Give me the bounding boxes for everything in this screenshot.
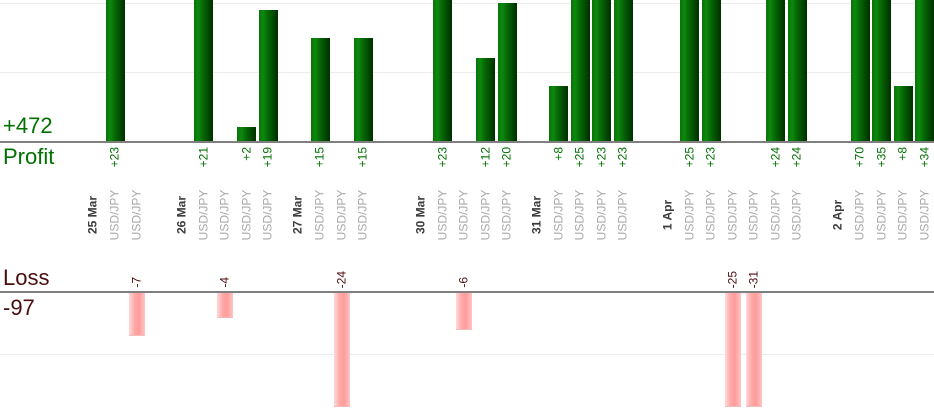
- profit-value-label: +70: [852, 147, 867, 168]
- instrument-label: USD/JPY: [499, 189, 514, 240]
- profit-bar: [310, 37, 330, 141]
- date-label: 1 Apr: [660, 199, 675, 230]
- profit-bar: [850, 0, 870, 141]
- profit-bar: [613, 0, 633, 141]
- profit-axis-line: [0, 141, 934, 143]
- profit-value-label: +23: [703, 147, 718, 168]
- loss-value-label: -6: [456, 277, 471, 288]
- profit-value-label: +12: [478, 147, 493, 168]
- instrument-label: USD/JPY: [615, 189, 630, 240]
- instrument-label: USD/JPY: [239, 189, 254, 240]
- profit-bar: [194, 0, 214, 141]
- profit-gridline-plus20: [0, 3, 934, 4]
- loss-bar: [724, 293, 741, 407]
- profit-bar: [766, 0, 786, 141]
- loss-value-label: -7: [129, 277, 143, 288]
- profit-value-label: +24: [768, 147, 783, 168]
- date-label: 2 Apr: [830, 199, 845, 230]
- profit-value-label: +23: [615, 147, 630, 168]
- profit-value-label: +25: [572, 147, 587, 168]
- profit-value-label: +23: [594, 147, 609, 168]
- loss-total-label: -97: [3, 295, 35, 320]
- profit-value-label: +35: [874, 147, 888, 168]
- loss-gridline-minus10: [0, 354, 934, 355]
- instrument-label: USD/JPY: [355, 189, 370, 240]
- profit-value-label: +23: [435, 147, 450, 168]
- loss-axis-line: [0, 291, 934, 293]
- profit-bar: [237, 127, 257, 141]
- profit-gridline-plus10: [0, 72, 934, 73]
- loss-axis-title: Loss: [3, 264, 50, 290]
- date-label: 30 Mar: [413, 195, 428, 234]
- loss-value-label: -25: [725, 270, 740, 288]
- loss-bar: [128, 293, 145, 337]
- instrument-label: USD/JPY: [917, 189, 931, 240]
- instrument-label: USD/JPY: [852, 189, 867, 240]
- instrument-label: USD/JPY: [789, 189, 804, 240]
- profit-value-label: +8: [551, 147, 566, 161]
- profit-bar: [476, 58, 496, 141]
- instrument-label: USD/JPY: [594, 189, 609, 240]
- instrument-label: USD/JPY: [260, 189, 275, 240]
- profit-bar: [570, 0, 590, 141]
- instrument-label: USD/JPY: [217, 189, 232, 240]
- profit-bar: [549, 85, 569, 141]
- profit-axis-title: Profit: [3, 144, 55, 169]
- profit-bar: [353, 37, 373, 141]
- loss-value-label: -31: [746, 270, 761, 288]
- profit-bar: [872, 0, 891, 141]
- profit-value-label: +19: [260, 147, 275, 168]
- loss-value-label: -24: [334, 270, 349, 288]
- profit-value-label: +23: [107, 147, 122, 168]
- instrument-label: USD/JPY: [895, 189, 910, 240]
- profit-bar: [680, 0, 700, 141]
- instrument-label: USD/JPY: [725, 189, 740, 240]
- profit-value-label: +20: [499, 147, 514, 168]
- profit-bar: [915, 0, 934, 141]
- profit-bar: [893, 85, 913, 141]
- instrument-label: USD/JPY: [312, 189, 327, 240]
- profit-value-label: +2: [239, 147, 254, 161]
- profit-value-label: +15: [312, 147, 327, 168]
- instrument-label: USD/JPY: [196, 189, 211, 240]
- instrument-label: USD/JPY: [334, 189, 349, 240]
- profit-bar: [701, 0, 721, 141]
- profit-value-label: +21: [196, 147, 211, 168]
- date-label: 26 Mar: [174, 195, 189, 234]
- instrument-label: USD/JPY: [768, 189, 783, 240]
- instrument-label: USD/JPY: [107, 189, 122, 240]
- instrument-label: USD/JPY: [551, 189, 566, 240]
- profit-total-label: +472: [3, 112, 53, 138]
- profit-bar: [787, 0, 807, 141]
- instrument-label: USD/JPY: [478, 189, 493, 240]
- instrument-label: USD/JPY: [703, 189, 718, 240]
- loss-bar: [333, 293, 350, 407]
- profit-value-label: +34: [917, 147, 931, 168]
- loss-value-label: -4: [217, 277, 232, 288]
- loss-bar: [456, 293, 473, 331]
- profit-bar: [592, 0, 612, 141]
- profit-bar: [497, 3, 517, 141]
- profit-value-label: +8: [895, 147, 910, 161]
- instrument-label: USD/JPY: [874, 189, 888, 240]
- instrument-label: USD/JPY: [456, 189, 471, 240]
- loss-bar: [746, 293, 763, 407]
- profit-bar: [433, 0, 453, 141]
- instrument-label: USD/JPY: [682, 189, 697, 240]
- profit-value-label: +25: [682, 147, 697, 168]
- profit-bar: [105, 0, 125, 141]
- profit-bar: [258, 9, 278, 141]
- instrument-label: USD/JPY: [572, 189, 587, 240]
- date-label: 25 Mar: [85, 195, 100, 234]
- date-label: 31 Mar: [529, 195, 544, 234]
- instrument-label: USD/JPY: [435, 189, 450, 240]
- date-label: 27 Mar: [290, 195, 305, 234]
- profit-value-label: +15: [355, 147, 370, 168]
- loss-bar: [217, 293, 234, 318]
- instrument-label: USD/JPY: [746, 189, 761, 240]
- instrument-label: USD/JPY: [129, 189, 143, 240]
- profit-value-label: +24: [789, 147, 804, 168]
